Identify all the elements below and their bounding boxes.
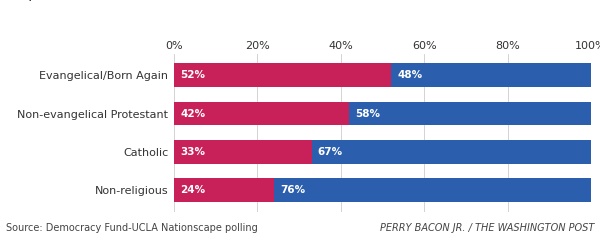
- Text: 52%: 52%: [180, 70, 205, 80]
- Text: Source: Democracy Fund-UCLA Nationscape polling: Source: Democracy Fund-UCLA Nationscape …: [6, 223, 258, 233]
- Text: 67%: 67%: [318, 147, 343, 157]
- Text: 24%: 24%: [180, 185, 205, 195]
- Text: 58%: 58%: [355, 109, 380, 119]
- Bar: [311, 140, 591, 164]
- Bar: [174, 102, 349, 125]
- Text: 33%: 33%: [180, 147, 205, 157]
- Bar: [274, 178, 591, 202]
- Bar: [174, 140, 311, 164]
- Bar: [349, 102, 591, 125]
- Text: 42%: 42%: [180, 109, 205, 119]
- Text: 48%: 48%: [397, 70, 422, 80]
- Bar: [174, 63, 391, 87]
- Bar: [391, 63, 591, 87]
- Bar: [174, 178, 274, 202]
- Text: PERRY BACON JR. / THE WASHINGTON POST: PERRY BACON JR. / THE WASHINGTON POST: [380, 223, 594, 233]
- Text: 76%: 76%: [280, 185, 305, 195]
